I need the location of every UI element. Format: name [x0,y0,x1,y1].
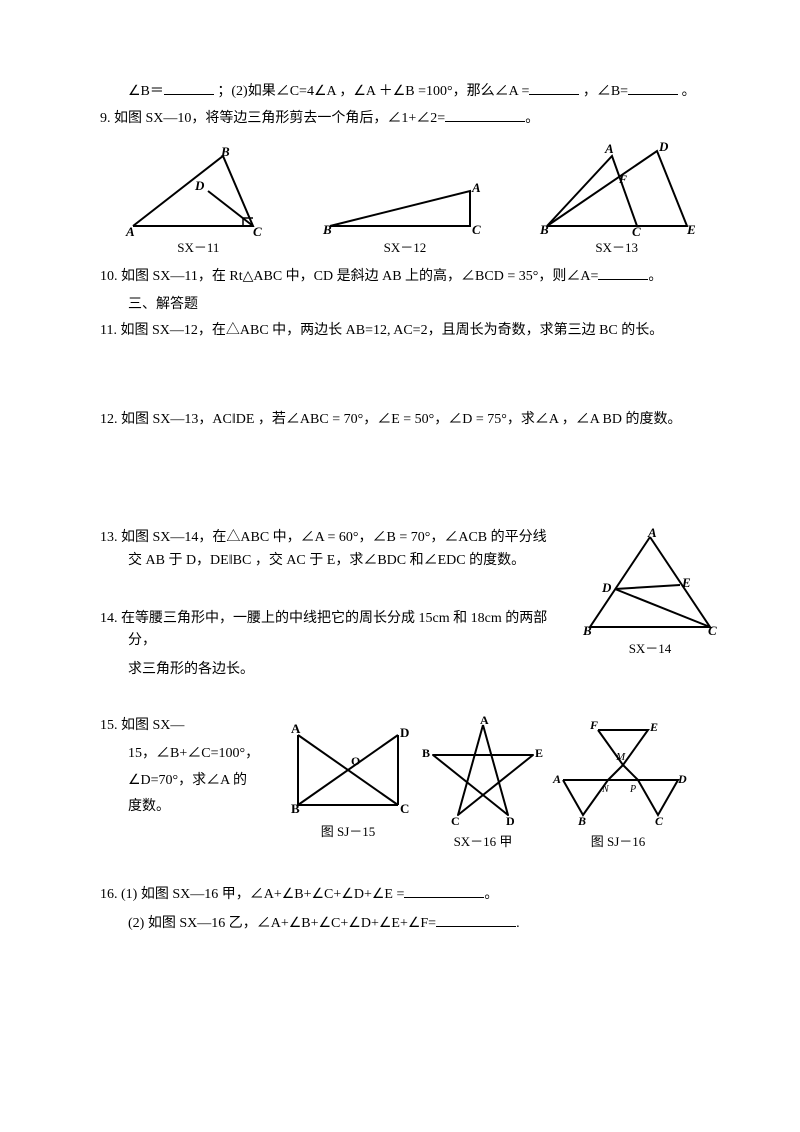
svg-text:B: B [291,801,300,816]
svg-text:F: F [618,172,627,186]
svg-text:D: D [506,814,515,828]
fig-sx14-label: SX－14 [580,639,720,660]
q10-end: 。 [648,269,662,284]
svg-text:B: B [582,623,592,637]
blank-q8-3 [628,80,678,95]
fig-sj15-label: 图 SJ－15 [278,822,418,843]
fig-sx16a: A B E C D SX－16 甲 [418,715,548,853]
q9: 9. 如图 SX—10，将等边三角形剪去一个角后，∠1+∠2= 。 [100,107,720,130]
svg-text:D: D [658,141,669,154]
q9-end: 。 [525,111,539,126]
q8-continuation: ∠B＝ ；(2)如果∠C=4∠A ，∠A ＋∠B =100°，那么∠A = ，∠… [100,80,720,103]
triangle-sx11-icon: B D A C [123,146,273,236]
svg-text:D: D [601,580,612,595]
q15-l1: 15. 如图 SX— [100,715,270,737]
diagram-sj15-icon: A D O B C [278,715,418,820]
q15-row: 15. 如图 SX— 15，∠B+∠C=100°， ∠D=70°，求∠A 的 度… [100,715,720,853]
svg-text:A: A [480,715,489,727]
svg-text:F: F [589,718,598,732]
svg-text:C: C [472,222,481,236]
q11: 11. 如图 SX—12，在△ABC 中，两边长 AB=12, AC=2，且周长… [100,320,720,342]
svg-text:O: O [351,754,360,768]
svg-text:C: C [400,801,409,816]
svg-text:A: A [291,721,301,736]
svg-text:B: B [539,222,549,236]
svg-text:D: D [194,178,205,193]
q9-text: 9. 如图 SX—10，将等边三角形剪去一个角后，∠1+∠2= [100,111,445,126]
q8b-text2: ；(2)如果∠C=4∠A ，∠A ＋∠B =100°，那么∠A = [217,84,529,99]
svg-text:B: B [220,146,230,159]
svg-text:C: C [253,224,262,236]
fig-sj16: F E M A D N P B C 图 SJ－16 [548,715,688,853]
svg-text:A: A [604,141,614,156]
svg-text:B: B [322,222,332,236]
q15-l4: 度数。 [100,796,270,818]
svg-text:D: D [400,725,409,740]
q12: 12. 如图 SX—13，AC‖DE ，若∠ABC = 70°，∠E = 50°… [100,409,720,431]
q16-1-text: 16. (1) 如图 SX—16 甲，∠A+∠B+∠C+∠D+∠E = [100,887,404,902]
triangle-sx12-icon: A B C [320,176,490,236]
svg-text:C: C [451,814,460,828]
svg-text:C: C [632,224,641,236]
figure-row-1: B D A C SX－11 A B C SX－12 A D F B C E SX… [100,141,720,259]
fig-sx12-label: SX－12 [320,238,490,259]
svg-text:A: A [552,772,561,786]
svg-text:C: C [655,814,664,828]
q16-2-end: . [516,916,520,931]
svg-text:P: P [629,784,636,795]
svg-text:E: E [681,575,691,590]
svg-text:B: B [577,814,586,828]
fig-sx14: A D E B C SX－14 [580,527,720,685]
svg-text:E: E [535,746,543,760]
q8b-text4: 。 [682,84,696,99]
q16-1: 16. (1) 如图 SX—16 甲，∠A+∠B+∠C+∠D+∠E = 。 [100,883,720,906]
svg-text:E: E [649,720,658,734]
q16-1-end: 。 [484,887,498,902]
blank-q8-2 [529,80,579,95]
blank-q9 [445,107,525,122]
q8b-text3: ，∠B= [583,84,628,99]
svg-text:N: N [601,784,610,795]
q16-2: (2) 如图 SX—16 乙，∠A+∠B+∠C+∠D+∠E+∠F=. [100,912,720,935]
q14-line2: 求三角形的各边长。 [100,659,560,681]
svg-text:A: A [471,180,481,195]
blank-q10 [598,265,648,280]
q14-line1: 14. 在等腰三角形中，一腰上的中线把它的周长分成 15cm 和 18cm 的两… [100,608,560,653]
fig-sj15: A D O B C 图 SJ－15 [278,715,418,843]
q13: 13. 如图 SX—14，在△ABC 中，∠A = 60°，∠B = 70°，∠… [100,527,560,572]
fig-sx13: A D F B C E SX－13 [537,141,697,259]
svg-text:A: A [647,527,657,540]
svg-text:C: C [708,623,717,637]
section3-title: 三、解答题 [100,294,720,316]
q16-2-text: (2) 如图 SX—16 乙，∠A+∠B+∠C+∠D+∠E+∠F= [128,916,436,931]
triangle-sx14-icon: A D E B C [580,527,720,637]
triangle-sx13-icon: A D F B C E [537,141,697,236]
q15-l3: ∠D=70°，求∠A 的 [100,770,270,792]
svg-text:M: M [615,751,626,763]
blank-q16-2 [436,912,516,927]
q10: 10. 如图 SX—11，在 Rt△ABC 中，CD 是斜边 AB 上的高，∠B… [100,265,720,288]
blank-q8-1 [164,80,214,95]
svg-text:B: B [422,746,430,760]
q8b-text1: ∠B＝ [128,84,164,99]
q10-text: 10. 如图 SX—11，在 Rt△ABC 中，CD 是斜边 AB 上的高，∠B… [100,269,598,284]
blank-q16-1 [404,883,484,898]
fig-sx12: A B C SX－12 [320,176,490,259]
fig-sx11: B D A C SX－11 [123,146,273,259]
svg-text:D: D [677,772,687,786]
fig-sx16a-label: SX－16 甲 [418,832,548,853]
fig-sj16-label: 图 SJ－16 [548,832,688,853]
svg-text:E: E [686,222,696,236]
svg-text:A: A [125,224,135,236]
star-sx16a-icon: A B E C D [418,715,548,830]
q13-row: 13. 如图 SX—14，在△ABC 中，∠A = 60°，∠B = 70°，∠… [100,527,720,685]
fig-sx13-label: SX－13 [537,238,697,259]
fig-sx11-label: SX－11 [123,238,273,259]
diagram-sj16-icon: F E M A D N P B C [548,715,688,830]
q15-l2: 15，∠B+∠C=100°， [100,743,270,765]
